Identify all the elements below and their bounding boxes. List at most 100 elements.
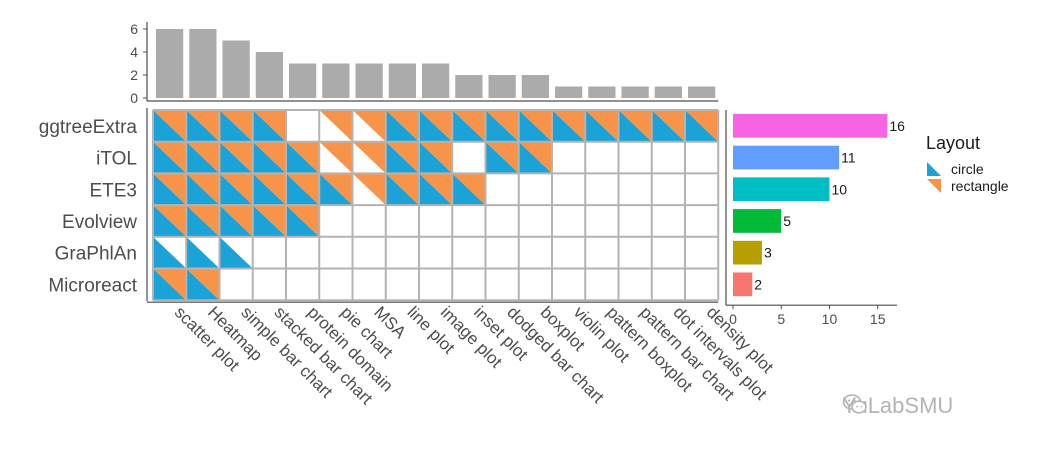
- cell-background: [585, 268, 619, 301]
- rectangle-triangle: [419, 110, 453, 142]
- matrix-cell: [651, 110, 685, 142]
- rectangle-triangle: [485, 110, 519, 142]
- row-count-bar: [733, 145, 840, 170]
- matrix-cell: [518, 110, 552, 142]
- row-count-bar: [733, 240, 762, 265]
- matrix-cell: [518, 173, 552, 206]
- matrix-cell: [286, 236, 320, 269]
- cell-background: [618, 173, 652, 206]
- matrix-cell: [252, 205, 286, 237]
- matrix-cell: [419, 110, 453, 142]
- row-count-bar: [733, 209, 782, 233]
- rectangle-triangle: [385, 110, 419, 142]
- cell-background: [552, 173, 586, 206]
- column-count-bar: [156, 29, 184, 98]
- cell-background: [552, 141, 586, 174]
- cell-background: [252, 268, 286, 301]
- cell-background: [651, 205, 685, 237]
- cell-background: [452, 268, 486, 301]
- matrix-cell: [452, 236, 486, 269]
- matrix-cell: [685, 268, 719, 301]
- matrix-cell: [186, 173, 220, 206]
- rectangle-triangle: [685, 110, 719, 142]
- row-label: iTOL: [96, 149, 137, 170]
- cell-background: [385, 268, 419, 301]
- cell-background: [518, 205, 552, 237]
- circle-triangle: [286, 141, 320, 174]
- cell-background: [618, 141, 652, 174]
- cell-background: [685, 205, 719, 237]
- rectangle-triangle: [153, 205, 187, 237]
- matrix-cell: [385, 205, 419, 237]
- cell-background: [618, 205, 652, 237]
- row-label: ETE3: [89, 180, 137, 201]
- column-count-bar: [289, 63, 317, 98]
- rectangle-triangle: [552, 110, 586, 142]
- matrix-grid: [152, 109, 720, 302]
- matrix-cell: [452, 141, 486, 174]
- circle-triangle: [518, 141, 552, 174]
- right-x-tick-label: 10: [822, 311, 838, 327]
- legend-label: circle: [951, 161, 984, 177]
- cell-background: [518, 173, 552, 206]
- matrix-cell: [219, 110, 253, 142]
- matrix-cell: [485, 236, 519, 269]
- rectangle-triangle: [385, 141, 419, 174]
- rectangle-triangle: [419, 173, 453, 206]
- rectangle-triangle: [286, 173, 320, 206]
- matrix-cell: [352, 141, 386, 174]
- circle-triangle: [286, 205, 320, 237]
- matrix-cell: [618, 110, 652, 142]
- matrix-cell: [552, 205, 586, 237]
- row-count-label: 16: [889, 118, 905, 134]
- matrix-cell: [385, 173, 419, 206]
- matrix-cell: [319, 141, 353, 174]
- cell-background: [286, 236, 320, 269]
- matrix-cell: [651, 141, 685, 174]
- column-count-bar: [222, 40, 250, 98]
- cell-background: [585, 236, 619, 269]
- cell-background: [286, 110, 320, 142]
- rectangle-triangle: [153, 173, 187, 206]
- rectangle-triangle: [252, 173, 286, 206]
- matrix-cell: [153, 236, 187, 269]
- matrix-cell: [219, 173, 253, 206]
- matrix-cell: [518, 268, 552, 301]
- cell-background: [585, 173, 619, 206]
- cell-background: [685, 173, 719, 206]
- cell-background: [419, 268, 453, 301]
- circle-triangle: [153, 141, 187, 174]
- matrix-cell: [685, 110, 719, 142]
- cell-background: [352, 205, 386, 237]
- cell-background: [452, 141, 486, 174]
- rectangle-triangle: [585, 110, 619, 142]
- matrix-cell: [485, 205, 519, 237]
- rectangle-triangle: [286, 141, 320, 174]
- matrix-cell: [352, 205, 386, 237]
- matrix-cell: [485, 173, 519, 206]
- matrix-cell: [186, 141, 220, 174]
- right-x-tick-label: 15: [870, 311, 886, 327]
- rectangle-triangle: [186, 173, 220, 206]
- circle-triangle: [252, 205, 286, 237]
- matrix-cell: [452, 173, 486, 206]
- rectangle-triangle: [252, 141, 286, 174]
- rectangle-triangle: [319, 141, 353, 174]
- matrix-cell: [219, 141, 253, 174]
- rectangle-triangle: [352, 141, 386, 174]
- rectangle-triangle: [319, 110, 353, 142]
- matrix-cell: [186, 236, 220, 269]
- matrix-cell: [485, 268, 519, 301]
- matrix-cell: [153, 173, 187, 206]
- rectangle-triangle: [518, 141, 552, 174]
- circle-triangle: [419, 141, 453, 174]
- matrix-cell: [153, 205, 187, 237]
- matrix-cell: [452, 268, 486, 301]
- matrix-cell: [252, 173, 286, 206]
- circle-triangle: [219, 141, 253, 174]
- cell-background: [552, 268, 586, 301]
- cell-background: [685, 141, 719, 174]
- row-label: ggtreeExtra: [39, 117, 138, 138]
- cell-background: [219, 268, 253, 301]
